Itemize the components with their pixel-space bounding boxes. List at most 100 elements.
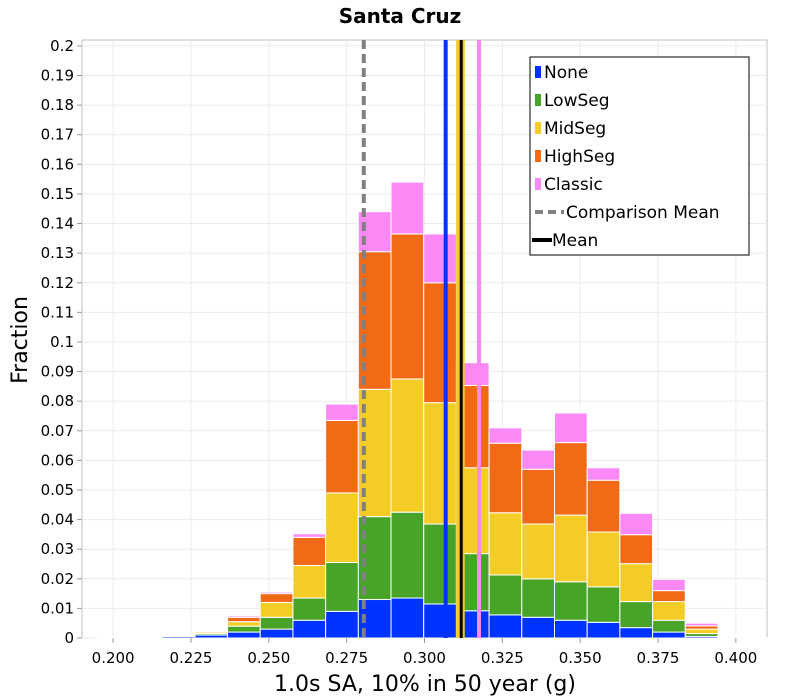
bar-lowseg <box>423 523 457 605</box>
bar-none <box>553 619 588 639</box>
legend-swatch-highseg <box>535 150 541 162</box>
bar-lowseg <box>292 597 327 621</box>
bar-classic <box>259 591 294 595</box>
legend-swatch-classic <box>535 178 541 190</box>
bar-midseg <box>488 512 523 576</box>
legend-swatch-none <box>535 66 541 78</box>
y-tick-label: 0.08 <box>41 392 74 410</box>
bar-classic <box>292 533 327 538</box>
x-tick-label: 0.375 <box>637 649 680 667</box>
bar-lowseg <box>488 574 523 616</box>
y-axis-label: Fraction <box>8 296 33 384</box>
bar-classic <box>586 467 621 481</box>
bar-classic <box>423 233 457 284</box>
legend-swatch-lowseg <box>535 94 541 106</box>
bar-highseg <box>227 616 261 623</box>
bar-classic <box>684 622 719 627</box>
y-tick-label: 0.14 <box>41 215 74 233</box>
legend-label-lowseg: LowSeg <box>544 91 610 111</box>
y-tick-label: 0.18 <box>41 96 74 114</box>
x-tick-label: 0.400 <box>714 649 757 667</box>
bar-lowseg <box>521 578 555 618</box>
legend-label-midseg: MidSeg <box>544 119 606 139</box>
x-tick-label: 0.300 <box>403 649 446 667</box>
y-tick-label: 0.09 <box>41 363 74 381</box>
bar-highseg <box>390 233 425 380</box>
bar-classic <box>390 181 425 235</box>
bar-highseg <box>292 536 327 566</box>
x-tick-label: 0.225 <box>170 649 213 667</box>
bar-none <box>423 603 457 639</box>
bar-midseg <box>652 601 686 621</box>
legend-swatch-midseg <box>535 122 541 134</box>
y-tick-label: 0 <box>64 629 74 647</box>
bar-midseg <box>553 514 588 583</box>
y-tick-label: 0.11 <box>41 303 74 321</box>
bar-none <box>390 597 425 639</box>
bar-classic <box>227 615 261 618</box>
bar-midseg <box>423 402 457 525</box>
x-axis-ticks: 0.200 0.225 0.250 0.275 0.300 0.325 0.350 0.375… <box>92 638 757 667</box>
y-tick-label: 0.02 <box>41 570 74 588</box>
x-tick-label: 0.325 <box>481 649 524 667</box>
bar-classic <box>521 449 555 470</box>
legend-label-comparison-mean: Comparison Mean <box>566 203 720 223</box>
bar-classic <box>325 403 359 421</box>
y-tick-label: 0.06 <box>41 451 74 469</box>
y-tick-label: 0.13 <box>41 244 74 262</box>
bar-midseg <box>227 621 261 627</box>
bar-lowseg <box>325 562 359 612</box>
legend-label-classic: Classic <box>544 175 603 195</box>
bar-none <box>521 616 555 639</box>
legend: None LowSeg MidSeg HighSeg Classic Comparison… <box>529 56 750 256</box>
bar-midseg <box>259 601 294 618</box>
bar-highseg <box>423 282 457 404</box>
y-tick-label: 0.03 <box>41 540 74 558</box>
bar-none <box>488 614 523 639</box>
legend-box <box>529 56 750 256</box>
bar-classic <box>553 412 588 444</box>
bar-lowseg <box>586 586 621 623</box>
bar-highseg <box>619 534 654 565</box>
bar-midseg <box>521 523 555 580</box>
bar-none <box>652 631 686 639</box>
bar-highseg <box>488 442 523 514</box>
bar-midseg <box>684 628 719 635</box>
y-tick-label: 0.19 <box>41 67 74 85</box>
x-axis-label: 1.0s SA, 10% in 50 year (g) <box>274 672 576 697</box>
mean-lines <box>361 40 481 638</box>
bar-midseg <box>325 492 359 564</box>
bar-classic <box>488 427 523 444</box>
bar-classic <box>357 211 392 253</box>
y-tick-label: 0.12 <box>41 274 74 292</box>
y-tick-label: 0.01 <box>41 599 74 617</box>
y-tick-label: 0.2 <box>50 37 74 55</box>
y-tick-label: 0.1 <box>50 333 74 351</box>
bar-midseg <box>586 531 621 588</box>
bar-lowseg <box>553 581 588 621</box>
y-axis-ticks: 0 0.01 0.02 0.03 0.04 0.05 0.06 0.07 0.08 0.09 0.1… <box>41 37 82 647</box>
bar-none <box>325 610 359 639</box>
bar-none <box>259 628 294 639</box>
x-tick-label: 0.250 <box>247 649 290 667</box>
bar-lowseg <box>652 619 686 633</box>
bar-midseg <box>619 563 654 603</box>
bar-highseg <box>586 479 621 533</box>
bar-none <box>227 631 261 639</box>
bar-highseg <box>652 590 686 603</box>
x-tick-label: 0.200 <box>92 649 135 667</box>
bar-highseg <box>325 419 359 494</box>
bar-highseg <box>553 442 588 516</box>
bar-none <box>619 627 654 639</box>
legend-label-none: None <box>544 63 588 83</box>
bar-classic <box>652 578 686 592</box>
y-tick-label: 0.04 <box>41 511 74 529</box>
y-tick-label: 0.05 <box>41 481 74 499</box>
y-tick-label: 0.15 <box>41 185 74 203</box>
bar-lowseg <box>619 601 654 629</box>
bar-classic <box>619 512 654 536</box>
x-tick-label: 0.350 <box>559 649 602 667</box>
bar-highseg <box>259 593 294 603</box>
bar-midseg <box>292 564 327 599</box>
